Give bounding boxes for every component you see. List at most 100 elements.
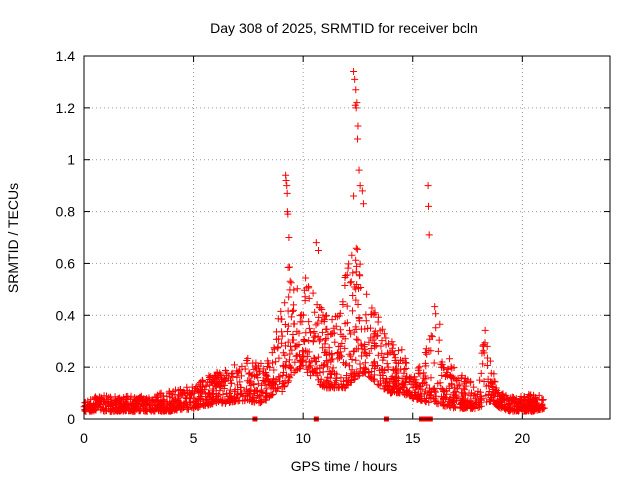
- data-point: [279, 362, 287, 370]
- data-point: [202, 381, 210, 389]
- data-point: [314, 353, 322, 361]
- data-point: [232, 394, 240, 402]
- data-point: [256, 388, 264, 396]
- data-point: [244, 396, 252, 404]
- data-point: [325, 380, 333, 388]
- data-point: [103, 396, 111, 404]
- data-point: [430, 359, 438, 367]
- data-point: [218, 375, 226, 383]
- y-tick-label: 0.6: [56, 255, 76, 271]
- spike-point: [425, 202, 433, 210]
- data-point: [130, 403, 138, 411]
- y-tick-label: 0.4: [56, 307, 76, 323]
- data-point: [353, 335, 361, 343]
- spike-point: [285, 234, 293, 241]
- data-point: [217, 383, 225, 391]
- data-point: [147, 398, 155, 406]
- data-point: [136, 407, 144, 415]
- data-point: [333, 374, 341, 382]
- data-point: [346, 326, 354, 334]
- data-point: [299, 347, 307, 355]
- data-point: [333, 349, 341, 357]
- data-point: [298, 311, 306, 319]
- data-point: [349, 291, 357, 299]
- data-point: [323, 348, 331, 356]
- data-point: [157, 389, 165, 397]
- data-point: [173, 406, 181, 414]
- data-point: [437, 398, 445, 406]
- data-point: [460, 386, 468, 394]
- data-point: [269, 359, 277, 367]
- data-point: [116, 407, 124, 415]
- data-point: [539, 396, 547, 404]
- data-point: [352, 296, 360, 304]
- data-point: [486, 357, 494, 365]
- data-point: [390, 388, 398, 396]
- data-point: [98, 404, 106, 412]
- data-point: [102, 400, 110, 408]
- data-point: [266, 393, 274, 401]
- data-point: [280, 380, 288, 388]
- data-point: [195, 395, 203, 403]
- data-point: [278, 339, 286, 347]
- spike-point: [284, 210, 292, 218]
- data-point: [367, 345, 375, 353]
- data-point: [316, 369, 324, 377]
- y-tick-label: 1.4: [56, 48, 76, 64]
- data-point: [281, 321, 289, 329]
- data-point: [388, 338, 396, 346]
- data-point: [530, 391, 538, 399]
- data-point: [306, 362, 314, 370]
- data-point: [275, 335, 283, 343]
- data-point: [237, 372, 245, 380]
- data-point: [421, 348, 429, 356]
- data-point: [230, 361, 238, 369]
- data-point: [274, 315, 282, 323]
- data-point: [346, 362, 354, 370]
- data-point: [396, 356, 404, 364]
- data-point: [418, 396, 426, 404]
- data-point: [420, 374, 428, 382]
- data-point: [108, 402, 116, 410]
- data-point: [253, 386, 261, 394]
- data-point: [352, 356, 360, 364]
- data-point: [451, 403, 459, 411]
- data-point: [358, 342, 366, 350]
- data-point: [92, 405, 100, 413]
- data-point: [309, 289, 317, 297]
- data-point: [244, 377, 252, 385]
- data-point: [384, 349, 392, 357]
- data-point: [432, 324, 440, 332]
- data-point: [530, 406, 538, 414]
- data-point: [263, 375, 271, 383]
- data-point: [183, 383, 191, 391]
- data-point: [229, 372, 237, 380]
- data-point: [293, 327, 301, 335]
- data-point: [252, 364, 260, 372]
- data-point: [274, 384, 282, 392]
- data-point: [81, 405, 89, 413]
- data-point: [347, 278, 355, 286]
- spike-point: [353, 99, 361, 107]
- data-point: [522, 396, 530, 404]
- data-point: [302, 274, 310, 282]
- data-point: [170, 400, 178, 408]
- data-point: [112, 405, 120, 413]
- data-point: [364, 325, 372, 333]
- data-point: [179, 389, 187, 397]
- data-point: [293, 352, 301, 360]
- data-point: [166, 398, 174, 406]
- data-point: [276, 373, 284, 381]
- data-point: [313, 301, 321, 309]
- data-point: [227, 376, 235, 384]
- data-point: [378, 325, 386, 333]
- data-point: [519, 400, 527, 408]
- data-point: [246, 390, 254, 398]
- data-point: [355, 285, 363, 293]
- data-point: [509, 395, 517, 403]
- data-point: [467, 400, 475, 408]
- data-point: [282, 342, 290, 350]
- data-point: [300, 286, 308, 294]
- chart-title: Day 308 of 2025, SRMTID for receiver bcl…: [210, 20, 478, 36]
- data-point: [422, 398, 430, 406]
